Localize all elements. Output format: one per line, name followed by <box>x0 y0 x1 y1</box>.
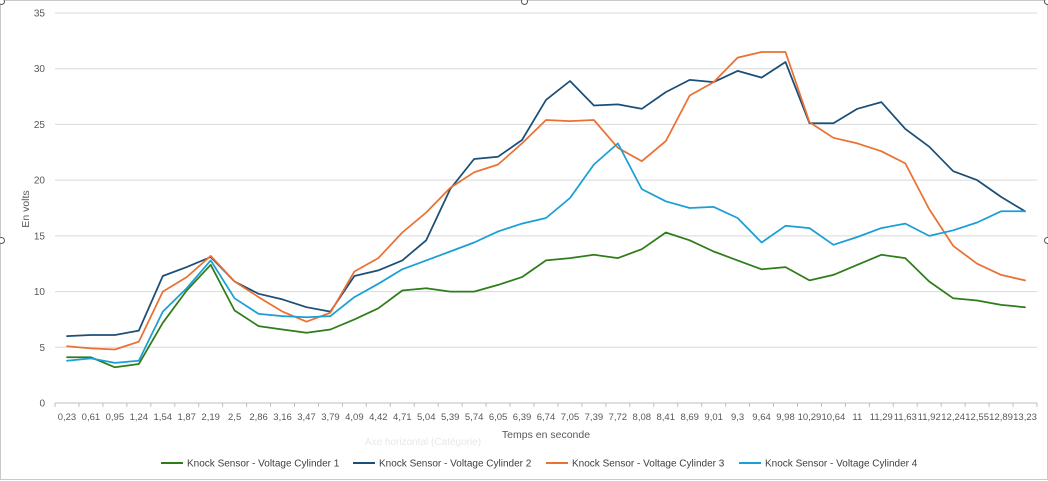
x-axis-title: Temps en seconde <box>502 429 590 441</box>
y-tick-label: 30 <box>34 64 46 75</box>
x-tick-label: 4,71 <box>393 412 412 423</box>
x-tick-label: 11 <box>852 412 862 423</box>
x-tick-label: 5,39 <box>441 412 460 423</box>
y-tick-label: 35 <box>34 9 46 20</box>
y-tick-label: 20 <box>34 176 46 187</box>
x-axis-ticks: 0,23 0,61 0,95 1,24 1,54 1,87 2,19 2,5 2,86 3,16 3… <box>54 403 1038 423</box>
x-tick-label: 3,47 <box>297 412 316 423</box>
x-tick-label: 13,23 <box>1013 412 1037 423</box>
x-tick-label: 3,16 <box>273 412 292 423</box>
y-tick-label: 0 <box>39 399 45 410</box>
resize-handle-top-left[interactable] <box>0 0 5 5</box>
series-line-cylinder-1[interactable] <box>66 231 1026 369</box>
x-tick-label: 10,29 <box>798 412 822 423</box>
resize-handle-middle-right[interactable] <box>1044 237 1048 244</box>
x-tick-label: 1,87 <box>177 412 196 423</box>
x-tick-label: 7,05 <box>561 412 580 423</box>
y-tick-label: 10 <box>34 287 46 298</box>
x-tick-label: 7,39 <box>585 412 604 423</box>
x-tick-label: 2,86 <box>249 412 268 423</box>
x-tick-label: 6,05 <box>489 412 508 423</box>
x-tick-label: 4,42 <box>369 412 388 423</box>
x-tick-label: 1,54 <box>154 412 173 423</box>
resize-handle-top-right[interactable] <box>1044 0 1048 5</box>
x-tick-label: 11,92 <box>918 412 941 423</box>
y-axis-ticks: 0 5 10 15 20 25 30 35 <box>34 9 46 410</box>
x-tick-label: 12,55 <box>965 412 989 423</box>
x-tick-label: 9,64 <box>752 412 771 423</box>
x-tick-label: 8,08 <box>633 412 652 423</box>
x-tick-label: 5,04 <box>417 412 436 423</box>
legend: Knock Sensor - Voltage Cylinder 1 Knock S… <box>161 459 918 470</box>
x-tick-label: 6,39 <box>513 412 532 423</box>
x-tick-label: 4,09 <box>345 412 364 423</box>
y-tick-label: 15 <box>34 231 46 242</box>
x-tick-label: 0,23 <box>58 412 77 423</box>
gridlines <box>55 12 1037 404</box>
legend-label: Knock Sensor - Voltage Cylinder 1 <box>187 459 340 470</box>
x-tick-label: 9,01 <box>704 412 723 423</box>
series-line-cylinder-4[interactable] <box>66 142 1026 364</box>
ghost-axis-label: Axe horizontal (Catégorie) <box>365 437 481 448</box>
x-tick-label: 9,3 <box>731 412 744 423</box>
series-line-cylinder-2[interactable] <box>66 61 1026 337</box>
x-tick-label: 11,29 <box>870 412 893 423</box>
y-axis-title: En volts <box>20 190 32 227</box>
y-tick-label: 5 <box>39 343 45 354</box>
x-tick-label: 12,24 <box>941 412 965 423</box>
legend-label: Knock Sensor - Voltage Cylinder 2 <box>379 459 532 470</box>
y-tick-label: 25 <box>34 120 46 131</box>
x-tick-label: 12,89 <box>989 412 1013 423</box>
x-tick-label: 2,19 <box>201 412 220 423</box>
x-tick-label: 7,72 <box>609 412 628 423</box>
x-tick-label: 11,63 <box>894 412 917 423</box>
x-tick-label: 1,24 <box>130 412 149 423</box>
x-tick-label: 2,5 <box>228 412 241 423</box>
x-tick-label: 3,79 <box>321 412 340 423</box>
resize-handle-middle-left[interactable] <box>0 237 5 244</box>
x-tick-label: 5,74 <box>465 412 484 423</box>
legend-label: Knock Sensor - Voltage Cylinder 3 <box>572 459 725 470</box>
resize-handle-top-center[interactable] <box>521 0 528 5</box>
x-tick-label: 8,69 <box>680 412 699 423</box>
x-tick-label: 0,61 <box>82 412 101 423</box>
x-tick-label: 8,41 <box>657 412 676 423</box>
series-lines <box>66 51 1026 369</box>
x-tick-label: 9,98 <box>776 412 795 423</box>
series-line-cylinder-3[interactable] <box>66 51 1026 351</box>
x-tick-label: 6,74 <box>537 412 556 423</box>
legend-label: Knock Sensor - Voltage Cylinder 4 <box>765 459 918 470</box>
x-tick-label: 10,64 <box>822 412 846 423</box>
x-tick-label: 0,95 <box>106 412 125 423</box>
